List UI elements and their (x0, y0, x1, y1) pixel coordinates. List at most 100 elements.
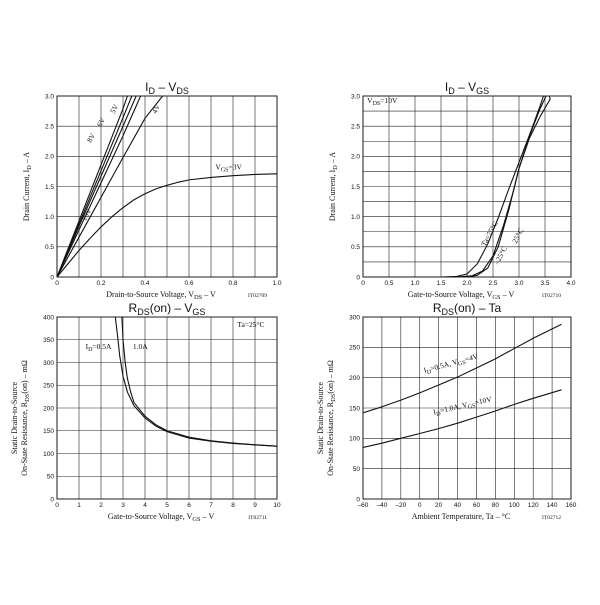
series-line (363, 323, 562, 414)
x-tick-label: 6 (187, 502, 191, 509)
chart-1: ID – VDS 0 0.2 0.4 0.6 0.8 1.0 0 0.5 1.0 1.5 2.0 2.5… (22, 80, 282, 301)
chart-title: ID – VGS (445, 80, 489, 96)
curve-annotation: Ta=25°C (237, 320, 264, 329)
series-group (363, 323, 562, 448)
x-tick-label: 0 (55, 280, 59, 287)
x-tick-label: 40 (454, 502, 462, 509)
x-tick-label: 0.8 (228, 280, 237, 287)
y-tick-label: 2.0 (45, 154, 54, 161)
y-tick-label: 0 (50, 496, 54, 503)
x-axis-label: Ambient Temperature, Ta – °C (412, 512, 510, 521)
x-tick-label: 0 (418, 502, 422, 509)
y-tick-label: 300 (43, 360, 54, 367)
series-line (57, 96, 137, 277)
series-line (57, 96, 164, 277)
x-tick-label: 0 (361, 280, 365, 287)
chart-title: ID – VDS (145, 80, 189, 96)
curve-annotation: 5V (108, 102, 121, 115)
x-tick-label: 4.0 (566, 280, 575, 287)
x-tick-label: 8 (231, 502, 235, 509)
x-tick-label: 0 (55, 502, 59, 509)
x-tick-label: 100 (509, 502, 520, 509)
curve-annotation: VGS​=3V (215, 163, 242, 174)
x-tick-label: 10 (273, 502, 281, 509)
y-tick-label: 2.5 (45, 123, 54, 130)
curve-annotation: 1.0A (133, 342, 148, 351)
y-tick-label: 150 (43, 428, 54, 435)
y-tick-label: 150 (349, 405, 360, 412)
y-tick-label: 2.0 (351, 154, 360, 161)
series-line (363, 389, 562, 448)
y-axis-label: Drain Current, ID​ – A (328, 152, 339, 222)
series-group (114, 317, 277, 447)
x-axis-label: Drain-to-Source Voltage, VDS​ – V (106, 290, 216, 301)
x-tick-label: –40 (376, 502, 387, 509)
x-tick-label: 5 (165, 502, 169, 509)
y-tick-label: 100 (43, 451, 54, 458)
grid-lines (362, 95, 572, 278)
x-tick-label: 2.5 (488, 280, 497, 287)
figure-code: IT02709 (248, 293, 267, 299)
plot-frame (362, 316, 572, 500)
x-tick-label: 3.0 (514, 280, 523, 287)
curve-annotation: ID​=0.5A (86, 342, 112, 353)
y-tick-label: 250 (349, 345, 360, 352)
y-tick-label: 50 (353, 466, 361, 473)
x-tick-label: 4 (143, 502, 147, 509)
x-tick-label: 160 (566, 502, 577, 509)
y-tick-label: 400 (43, 314, 54, 321)
grid-lines (56, 316, 278, 500)
grid-lines (56, 95, 278, 278)
x-tick-label: 120 (528, 502, 539, 509)
x-tick-label: 1.0 (410, 280, 419, 287)
x-tick-label: 1 (77, 502, 81, 509)
curve-annotation: 10V (79, 206, 93, 222)
y-tick-label: 0 (356, 274, 360, 281)
x-tick-label: 7 (209, 502, 213, 509)
figure-code: IT02712 (542, 515, 561, 521)
figure-code: IT02711 (248, 515, 267, 521)
y-axis-label-line: Static Drain-to-Source (316, 381, 325, 454)
curve-annotation: 25°C (510, 227, 525, 245)
y-tick-label: 250 (43, 383, 54, 390)
x-tick-label: –60 (358, 502, 369, 509)
y-tick-label: 100 (349, 436, 360, 443)
series-line (57, 173, 277, 277)
y-tick-label: 3.0 (45, 93, 54, 100)
y-tick-label: 3.0 (351, 93, 360, 100)
y-axis-label-line: On-State Resistance, RDS​(on) – mΩ (326, 360, 337, 476)
curve-annotation: Ta=75°C (479, 220, 500, 248)
chart-title: RDS(on) – VGS (129, 301, 206, 317)
y-tick-label: 2.5 (351, 123, 360, 130)
y-tick-label: 1.0 (351, 214, 360, 221)
x-tick-label: 0.2 (96, 280, 105, 287)
x-tick-label: 1.0 (272, 280, 281, 287)
x-tick-label: 80 (492, 502, 500, 509)
y-axis-label-line: On-State Resistance, RDS​(on) – mΩ (20, 360, 31, 476)
y-tick-label: 0 (50, 274, 54, 281)
series-line (363, 96, 551, 277)
curve-annotation: ID​=1.0A, VGS​=10V (432, 394, 493, 418)
x-tick-label: 0.6 (184, 280, 193, 287)
x-tick-label: 140 (547, 502, 558, 509)
curve-annotation: 4V (150, 102, 163, 115)
y-tick-label: 350 (43, 337, 54, 344)
x-tick-label: 3 (121, 502, 125, 509)
x-tick-label: 3.5 (540, 280, 549, 287)
y-tick-label: 1.5 (351, 184, 360, 191)
curve-annotation: –25°C (492, 245, 509, 267)
chart-title: RDS(on) – Ta (433, 301, 502, 317)
y-tick-label: 200 (349, 375, 360, 382)
series-group (363, 96, 551, 277)
x-tick-label: 2.0 (462, 280, 471, 287)
y-tick-label: 200 (43, 405, 54, 412)
plot-frame (56, 316, 278, 500)
y-tick-label: 1.0 (45, 214, 54, 221)
y-axis-label-line: Static Drain-to-Source (10, 381, 19, 454)
x-axis-label: Gate-to-Source Voltage, VGS​ – V (408, 290, 515, 301)
chart-2: ID – VGS 0 0.5 1.0 1.5 2.0 2.5 3.0 3.5 4.0 0 0.5 1.0… (328, 80, 576, 301)
series-line (114, 317, 277, 447)
